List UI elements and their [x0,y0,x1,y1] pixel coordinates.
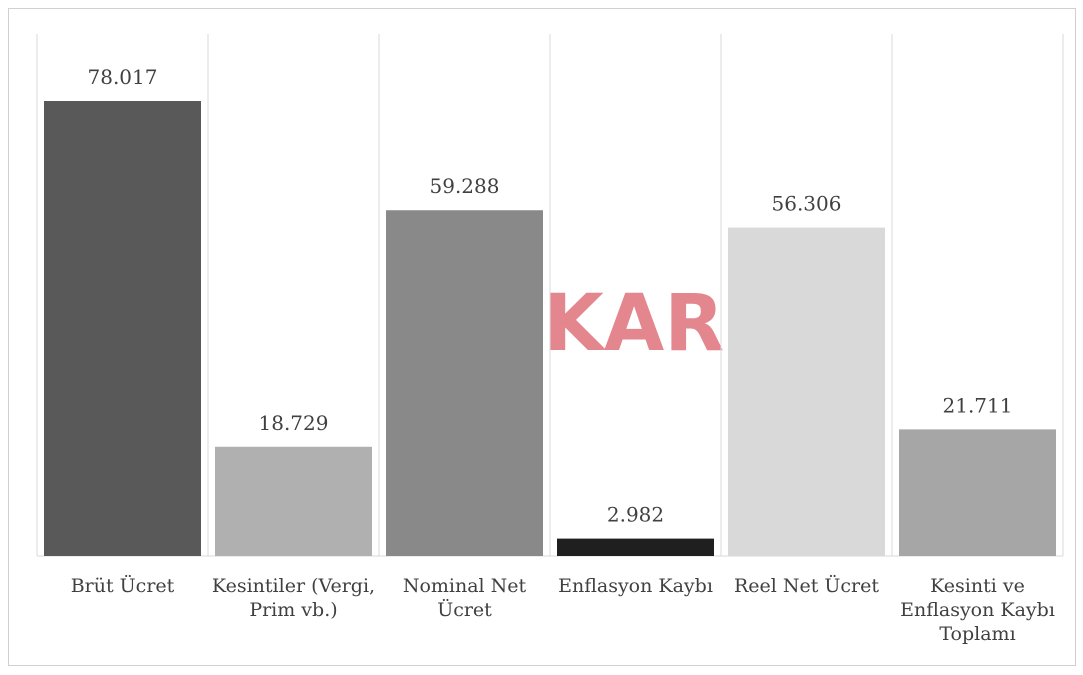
value-label: 21.711 [943,393,1013,417]
category-label: Kesintiler (Vergi, Prim vb.) [211,575,376,621]
value-label: 78.017 [88,65,158,89]
value-label: 18.729 [259,411,329,435]
value-label: 2.982 [607,503,664,527]
bar [215,446,372,556]
value-label: 56.306 [772,192,842,216]
bar [386,210,543,556]
chart-frame [8,8,1076,666]
category-label: Enflasyon Kaybı [558,575,713,597]
bar [899,429,1056,556]
bar [44,101,201,556]
category-label: Nominal Net Ücret [402,575,527,621]
category-label: Brüt Ücret [70,575,175,597]
bar [557,538,714,556]
value-label: 59.288 [430,174,500,198]
category-label: Reel Net Ücret [733,575,880,597]
bar [728,227,885,556]
category-label: Kesinti ve Enflasyon Kaybı Toplamı [900,575,1055,645]
